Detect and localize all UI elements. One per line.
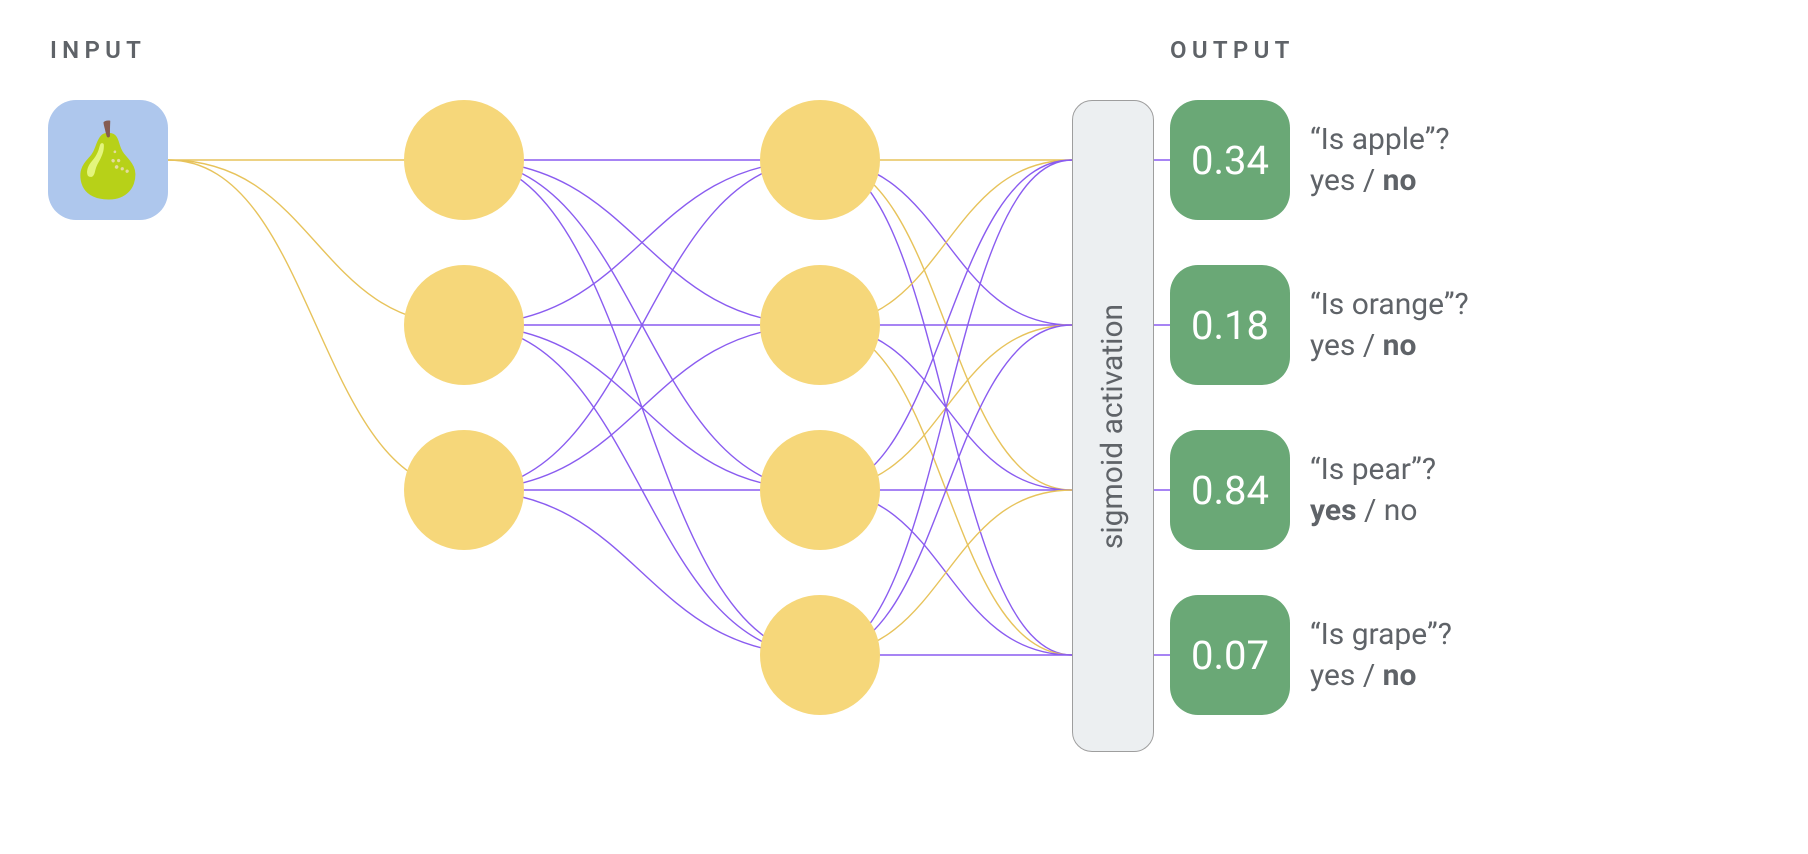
output-question: “Is apple”? — [1310, 120, 1450, 161]
network-svg — [0, 0, 1808, 854]
output-box-2: 0.84 — [1170, 430, 1290, 550]
output-question: “Is orange”? — [1310, 285, 1469, 326]
output-yes-no: yes / no — [1310, 161, 1450, 202]
sigmoid-activation-box: sigmoid activation — [1072, 100, 1154, 752]
output-question: “Is grape”? — [1310, 615, 1452, 656]
output-answer-2: “Is pear”?yes / no — [1310, 450, 1436, 531]
hidden2-node-0 — [760, 100, 880, 220]
output-value: 0.18 — [1191, 302, 1269, 349]
edge — [820, 160, 1072, 655]
diagram-stage: INPUT OUTPUT 🍐 sigmoid activation 0.34“I… — [0, 0, 1808, 854]
output-box-0: 0.34 — [1170, 100, 1290, 220]
output-yes-no: yes / no — [1310, 656, 1452, 697]
output-yes-no: yes / no — [1310, 491, 1436, 532]
output-yes-no: yes / no — [1310, 326, 1469, 367]
pear-icon: 🍐 — [63, 118, 153, 203]
input-image-box: 🍐 — [48, 100, 168, 220]
output-value: 0.84 — [1191, 467, 1269, 514]
hidden2-node-1 — [760, 265, 880, 385]
hidden2-node-3 — [760, 595, 880, 715]
hidden2-node-2 — [760, 430, 880, 550]
output-box-3: 0.07 — [1170, 595, 1290, 715]
hidden1-node-2 — [404, 430, 524, 550]
output-value: 0.07 — [1191, 632, 1269, 679]
edges-group — [168, 160, 1170, 655]
output-answer-3: “Is grape”?yes / no — [1310, 615, 1452, 696]
output-value: 0.34 — [1191, 137, 1269, 184]
output-question: “Is pear”? — [1310, 450, 1436, 491]
hidden1-node-1 — [404, 265, 524, 385]
sigmoid-label: sigmoid activation — [1096, 303, 1131, 548]
hidden1-node-0 — [404, 100, 524, 220]
output-box-1: 0.18 — [1170, 265, 1290, 385]
output-answer-0: “Is apple”?yes / no — [1310, 120, 1450, 201]
output-answer-1: “Is orange”?yes / no — [1310, 285, 1469, 366]
